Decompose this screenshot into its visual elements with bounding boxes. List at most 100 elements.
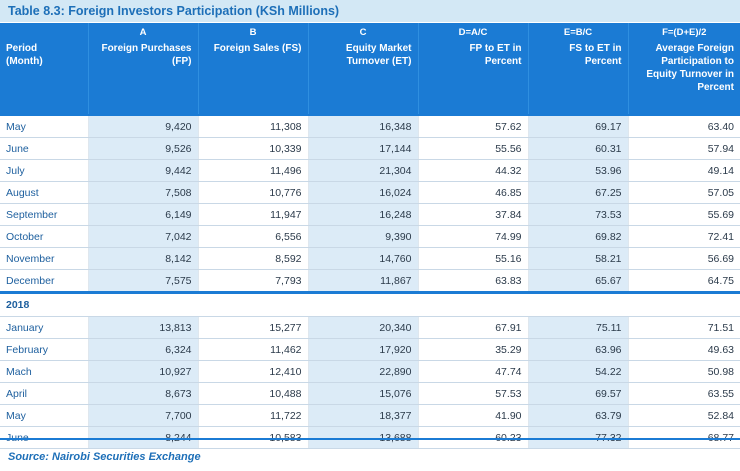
value-cell: 7,793 — [198, 269, 309, 293]
period-cell: December — [0, 269, 89, 293]
value-cell: 10,339 — [198, 137, 309, 160]
value-cell: 46.85 — [418, 181, 529, 204]
year-row: 2018 — [0, 291, 740, 317]
value-cell: 65.67 — [528, 269, 629, 293]
value-cell: 10,776 — [198, 181, 309, 204]
value-cell: 74.99 — [418, 225, 529, 248]
table-title-bar: Table 8.3: Foreign Investors Participati… — [0, 0, 740, 22]
table-body: May 9,420 11,308 16,348 57.62 69.17 63.40 June 9… — [0, 114, 740, 449]
value-cell: 63.96 — [528, 338, 629, 361]
value-cell: 57.53 — [418, 382, 529, 405]
header-letter-row: A B C D=A/C E=B/C F=(D+E)/2 — [0, 23, 740, 40]
value-cell: 9,420 — [88, 114, 199, 138]
value-cell: 10,927 — [88, 360, 199, 383]
value-cell: 47.74 — [418, 360, 529, 383]
value-cell: 57.05 — [628, 181, 740, 204]
value-cell: 13,688 — [308, 426, 419, 449]
value-cell: 56.69 — [628, 247, 740, 270]
value-cell: 11,867 — [308, 269, 419, 293]
value-cell: 60.23 — [418, 426, 529, 449]
value-cell: 11,462 — [198, 338, 309, 361]
period-cell: February — [0, 338, 89, 361]
value-cell: 69.57 — [528, 382, 629, 405]
period-cell: November — [0, 247, 89, 270]
period-cell: August — [0, 181, 89, 204]
value-cell: 7,700 — [88, 404, 199, 427]
table-row: May 7,700 11,722 18,377 41.90 63.79 52.84 — [0, 404, 740, 427]
column-header: FP to ET in Percent — [418, 40, 529, 115]
value-cell: 8,592 — [198, 247, 309, 270]
value-cell: 77.32 — [528, 426, 629, 449]
table-row: April 8,673 10,488 15,076 57.53 69.57 63.55 — [0, 382, 740, 405]
value-cell: 57.62 — [418, 114, 529, 138]
period-cell: April — [0, 382, 89, 405]
value-cell: 58.21 — [528, 247, 629, 270]
table-row: July 9,442 11,496 21,304 44.32 53.96 49.14 — [0, 159, 740, 182]
value-cell: 14,760 — [308, 247, 419, 270]
bottom-rule — [0, 438, 740, 440]
value-cell: 63.83 — [418, 269, 529, 293]
value-cell: 6,324 — [88, 338, 199, 361]
column-header: Foreign Purchases (FP) — [88, 40, 199, 115]
period-cell: January — [0, 316, 89, 339]
table-row: January 13,813 15,277 20,340 67.91 75.11 71.51 — [0, 316, 740, 339]
value-cell: 17,920 — [308, 338, 419, 361]
value-cell: 7,042 — [88, 225, 199, 248]
column-letter: B — [198, 23, 309, 40]
value-cell: 9,442 — [88, 159, 199, 182]
header-name-row: Period (Month) Foreign Purchases (FP) Fo… — [0, 40, 740, 115]
table-row: August 7,508 10,776 16,024 46.85 67.25 57.05 — [0, 181, 740, 204]
value-cell: 64.75 — [628, 269, 740, 293]
source-note: Source: Nairobi Securities Exchange — [8, 451, 201, 463]
value-cell: 11,308 — [198, 114, 309, 138]
foreign-investors-table: A B C D=A/C E=B/C F=(D+E)/2 Period (Mont… — [0, 23, 740, 449]
period-cell: Mach — [0, 360, 89, 383]
value-cell: 55.16 — [418, 247, 529, 270]
value-cell: 63.40 — [628, 114, 740, 138]
value-cell: 50.98 — [628, 360, 740, 383]
column-header: Foreign Sales (FS) — [198, 40, 309, 115]
period-cell: May — [0, 114, 89, 138]
value-cell: 37.84 — [418, 203, 529, 226]
value-cell: 72.41 — [628, 225, 740, 248]
value-cell: 15,277 — [198, 316, 309, 339]
value-cell: 22,890 — [308, 360, 419, 383]
year-label: 2018 — [0, 291, 740, 317]
value-cell: 68.77 — [628, 426, 740, 449]
table-row: Mach 10,927 12,410 22,890 47.74 54.22 50.98 — [0, 360, 740, 383]
column-letter: C — [308, 23, 419, 40]
value-cell: 13,813 — [88, 316, 199, 339]
value-cell: 18,377 — [308, 404, 419, 427]
table-row: September 6,149 11,947 16,248 37.84 73.53 55.6… — [0, 203, 740, 226]
value-cell: 67.25 — [528, 181, 629, 204]
value-cell: 69.82 — [528, 225, 629, 248]
value-cell: 10,488 — [198, 382, 309, 405]
period-cell: September — [0, 203, 89, 226]
period-cell: May — [0, 404, 89, 427]
value-cell: 71.51 — [628, 316, 740, 339]
value-cell: 8,142 — [88, 247, 199, 270]
value-cell: 73.53 — [528, 203, 629, 226]
period-cell: June — [0, 137, 89, 160]
value-cell: 11,496 — [198, 159, 309, 182]
value-cell: 52.84 — [628, 404, 740, 427]
value-cell: 6,556 — [198, 225, 309, 248]
period-cell: October — [0, 225, 89, 248]
value-cell: 20,340 — [308, 316, 419, 339]
value-cell: 44.32 — [418, 159, 529, 182]
value-cell: 49.63 — [628, 338, 740, 361]
value-cell: 10,583 — [198, 426, 309, 449]
value-cell: 16,348 — [308, 114, 419, 138]
table-row: February 6,324 11,462 17,920 35.29 63.96 49.63 — [0, 338, 740, 361]
table-title: Table 8.3: Foreign Investors Participati… — [8, 4, 340, 18]
table-row: June 9,526 10,339 17,144 55.56 60.31 57.94 — [0, 137, 740, 160]
period-cell: June — [0, 426, 89, 449]
table-row: May 9,420 11,308 16,348 57.62 69.17 63.40 — [0, 114, 740, 138]
value-cell: 8,244 — [88, 426, 199, 449]
value-cell: 55.56 — [418, 137, 529, 160]
value-cell: 60.31 — [528, 137, 629, 160]
value-cell: 7,575 — [88, 269, 199, 293]
column-letter: F=(D+E)/2 — [628, 23, 740, 40]
value-cell: 9,526 — [88, 137, 199, 160]
value-cell: 7,508 — [88, 181, 199, 204]
